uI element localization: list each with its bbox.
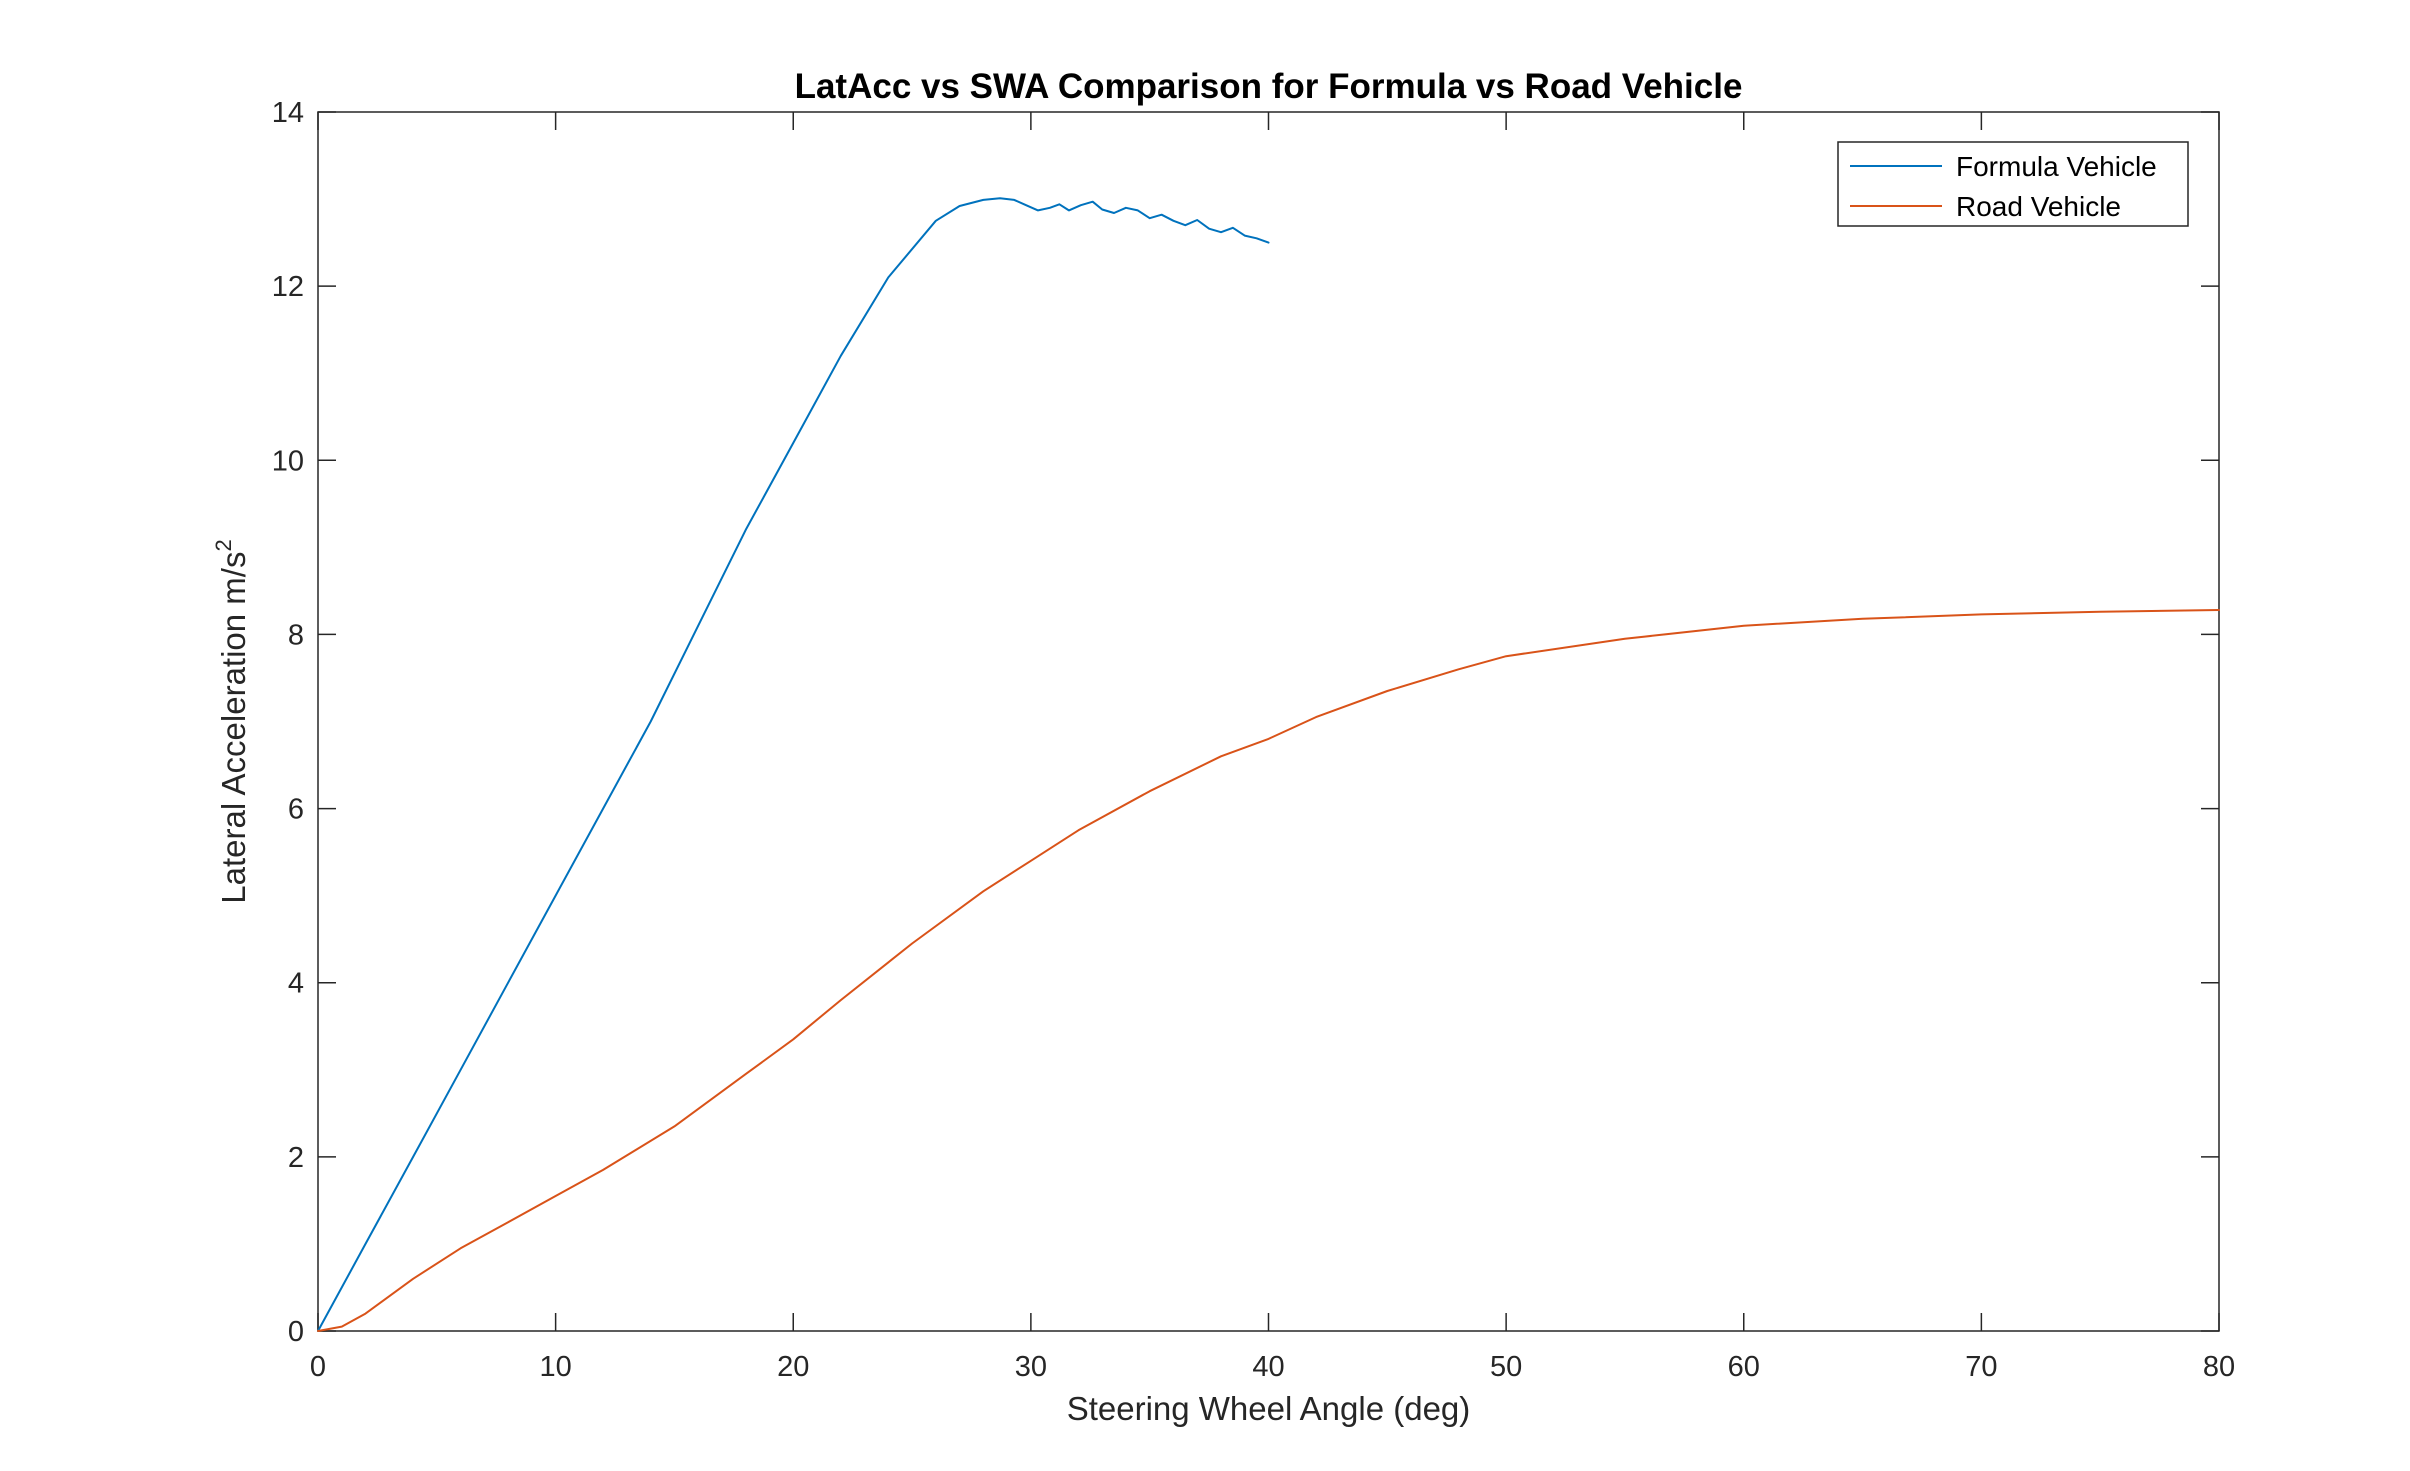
x-tick-label: 40 (1252, 1351, 1284, 1383)
legend-label-road-vehicle: Road Vehicle (1956, 191, 2121, 222)
x-tick-label: 80 (2203, 1351, 2235, 1383)
series-line-formula-vehicle (317, 197, 1270, 1332)
legend-label-formula-vehicle: Formula Vehicle (1956, 151, 2157, 182)
y-axis-label: Lateral Acceleration m/s2 (211, 539, 252, 903)
x-tick-label: 10 (539, 1351, 571, 1383)
x-tick-label: 30 (1015, 1351, 1047, 1383)
y-tick-label: 14 (272, 97, 304, 129)
y-tick-label: 12 (272, 271, 304, 303)
y-tick-label: 6 (288, 794, 304, 826)
y-tick-label: 0 (288, 1316, 304, 1348)
chart-title: LatAcc vs SWA Comparison for Formula vs … (795, 67, 1743, 106)
legend-box (1837, 141, 2189, 227)
tick-layer: 0 10 20 30 40 50 60 70 80 0 2 4 6 8 10 12 14 (272, 97, 2235, 1383)
y-tick-label: 8 (288, 619, 304, 651)
y-tick-label: 4 (288, 968, 304, 1000)
x-tick-label: 60 (1728, 1351, 1760, 1383)
axes-box (317, 111, 2220, 1332)
x-tick-label: 20 (777, 1351, 809, 1383)
x-axis-label: Steering Wheel Angle (deg) (1067, 1390, 1471, 1427)
y-tick-label: 10 (272, 445, 304, 477)
series-layer (317, 197, 2220, 1332)
plot-area: 0 10 20 30 40 50 60 70 80 0 2 4 6 8 10 12 14 (272, 97, 2235, 1383)
y-axis-label-superscript: 2 (211, 539, 236, 551)
series-line-road-vehicle (317, 609, 2220, 1332)
y-axis-label-text: Lateral Acceleration m/s (215, 552, 252, 904)
x-tick-label: 0 (310, 1351, 326, 1383)
legend: Formula Vehicle Road Vehicle (1837, 141, 2189, 227)
x-tick-label: 50 (1490, 1351, 1522, 1383)
x-tick-label: 70 (1965, 1351, 1997, 1383)
y-tick-label: 2 (288, 1142, 304, 1174)
